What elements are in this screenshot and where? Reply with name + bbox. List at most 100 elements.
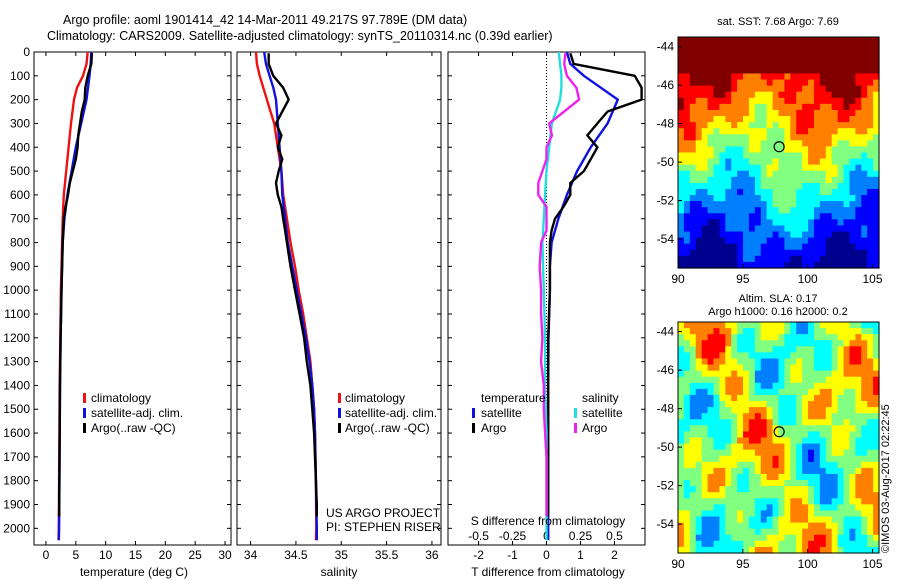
map-cell [837,376,845,384]
map-cell [802,370,809,378]
map-cell [784,394,791,402]
map-cell [701,364,709,372]
map-cell [683,134,691,141]
map-cell [695,79,703,87]
map-cell [873,516,880,524]
map-cell [796,498,803,505]
map-cell [819,152,827,160]
map-cell [831,103,839,111]
map-cell [861,540,868,548]
map-cell [760,492,768,499]
map-cell [778,449,786,457]
map-cell [819,261,827,269]
map-cell [689,370,697,378]
map-cell [737,528,744,536]
map-cell [784,473,791,481]
map-cell [719,358,726,366]
map-cell [837,419,845,426]
map-cell [737,431,744,439]
map-cell [731,109,738,117]
map-cell [843,79,851,87]
map-cell [855,122,862,129]
map-cell [748,116,756,123]
map-cell [778,346,786,353]
map-cell [802,37,809,44]
map-cell [689,510,697,518]
map-cell [772,473,780,481]
map-cell [831,55,839,62]
map-cell [778,207,786,214]
map-cell [796,322,803,329]
map-cell [813,255,821,263]
map-cell [837,425,845,433]
map-cell [707,134,715,141]
map-cell [813,425,821,433]
map-cell [772,480,780,487]
map-cell [754,55,762,62]
map-cell [849,49,856,56]
map-cell [855,540,862,548]
map-cell [754,49,762,56]
map-cell [725,540,732,548]
difference-legend: temperature salinity satellite Argo sate… [472,391,623,435]
map-cell [701,534,709,542]
map-cell [743,255,750,263]
map-cell [748,43,756,50]
map-cell [867,152,874,160]
map-cell [707,231,715,239]
map-cell [737,401,744,408]
map-cell [861,207,868,214]
map-cell [808,43,815,50]
map-cell [849,528,856,536]
map-cell [861,219,868,227]
map-cell [737,219,744,227]
map-cell [713,486,720,493]
map-cell [713,255,720,263]
map-cell [802,140,809,148]
map-cell [837,134,845,141]
map-cell [743,134,750,141]
map-cell [808,97,815,105]
lat-tick-label: -54 [657,232,675,246]
map-cell [861,467,868,475]
map-cell [731,480,738,487]
map-cell [725,334,732,341]
map-cell [701,97,709,105]
map-cell [754,449,762,457]
map-cell [796,480,803,487]
map-cell [867,480,874,487]
map-cell [766,122,774,129]
map-cell [725,407,732,414]
map-cell [825,170,833,178]
map-cell [819,231,827,239]
map-cell [748,322,756,329]
map-cell [678,504,685,512]
map-cell [754,328,762,335]
map-cell [713,437,720,445]
map-cell [772,413,780,420]
map-cell [689,219,697,227]
map-cell [695,55,703,62]
map-cell [784,182,791,190]
map-cell [760,516,768,524]
map-cell [713,225,720,233]
map-cell [695,382,703,390]
map-cell [843,207,851,214]
map-cell [731,407,738,414]
map-cell [855,492,862,499]
map-cell [861,431,868,439]
map-cell [766,352,774,360]
map-cell [713,122,720,129]
map-cell [695,352,703,360]
map-cell [772,158,780,166]
map-cell [719,449,726,457]
map-cell [849,164,856,172]
map-cell [825,61,833,68]
map-cell [760,255,768,263]
map-cell [701,334,709,341]
map-cell [743,67,750,75]
map-cell [813,510,821,518]
map-cell [743,182,750,190]
map-cell [689,352,697,360]
map-cell [689,231,697,239]
